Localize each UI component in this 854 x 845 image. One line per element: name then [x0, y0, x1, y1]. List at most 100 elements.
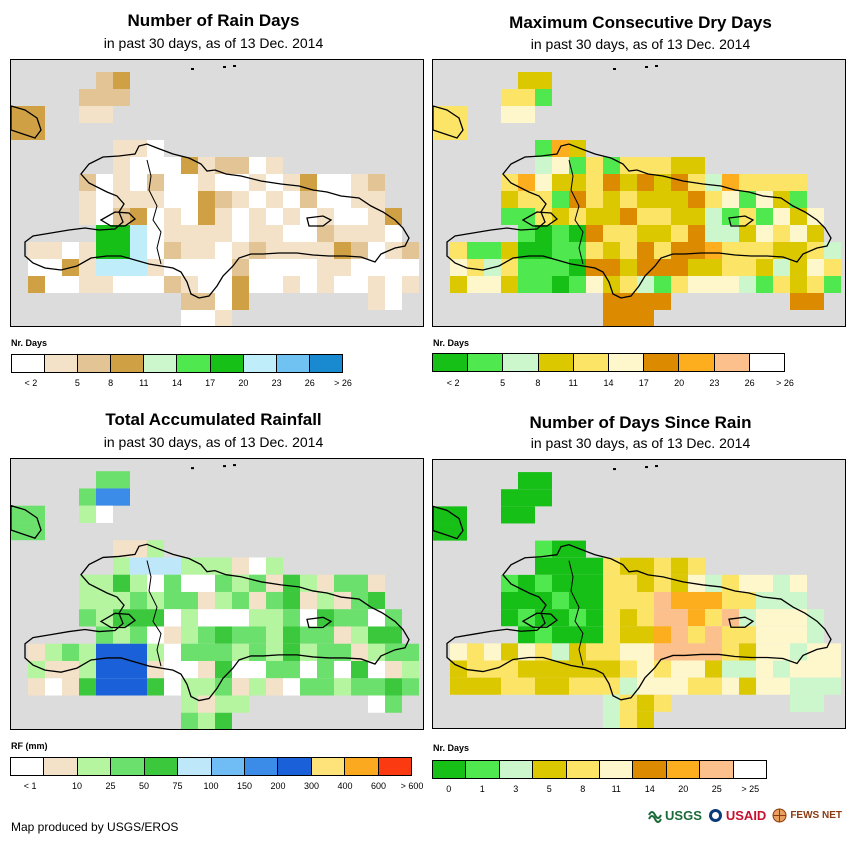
map-total-rainfall[interactable] — [10, 458, 424, 730]
legend-tick-label: 3 — [513, 784, 519, 794]
grid-cell — [586, 242, 603, 259]
grid-cell — [620, 574, 637, 592]
legend-swatch — [276, 355, 310, 372]
grid-cell — [368, 259, 385, 276]
grid-cell — [181, 157, 198, 174]
grid-cell — [368, 276, 385, 293]
grid-cell — [28, 106, 45, 123]
coastline — [521, 612, 559, 628]
grid-cell — [705, 242, 722, 259]
grid-cell — [28, 643, 45, 661]
legend-tick-label: 300 — [303, 781, 320, 791]
grid-cell — [654, 259, 671, 276]
grid-cell — [113, 140, 130, 157]
map-days-since-rain[interactable] — [432, 459, 846, 729]
grid-cell — [586, 677, 603, 695]
grid-cell — [637, 609, 654, 627]
legend-tick-label: 26 — [744, 378, 755, 388]
legend-title: Nr. Days — [433, 338, 470, 348]
grid-cell — [147, 157, 164, 174]
grid-cell — [637, 557, 654, 575]
country-border — [146, 159, 162, 265]
grid-cell — [198, 591, 215, 610]
grid-cell — [130, 678, 147, 696]
map-rain-days[interactable] — [10, 59, 424, 327]
island-outline — [24, 543, 410, 702]
grid-cell — [450, 523, 467, 541]
grid-cell — [283, 225, 300, 242]
grid-cell — [368, 660, 385, 679]
legend-tick-label: 200 — [270, 781, 286, 791]
grid-cell — [569, 557, 586, 575]
grid-cell — [283, 259, 300, 276]
grid-cell — [467, 259, 484, 276]
grid-cell — [334, 225, 351, 242]
grid-cell — [181, 660, 198, 679]
grid-cell — [368, 242, 385, 259]
grid-cell — [501, 106, 518, 123]
grid-cell — [688, 660, 705, 678]
grid-cell — [164, 208, 181, 225]
grid-cell — [45, 643, 62, 661]
grid-cell — [113, 678, 130, 696]
grid-cell — [113, 540, 130, 558]
panel-title: Total Accumulated Rainfall — [105, 410, 322, 429]
grid-cell — [637, 174, 654, 191]
grid-cell — [198, 259, 215, 276]
grid-cell — [535, 157, 552, 174]
grid-cell — [552, 174, 569, 191]
grid-cell — [198, 626, 215, 644]
grid-cell — [79, 660, 96, 679]
grid-cell — [569, 677, 586, 695]
grid-cell — [266, 191, 283, 208]
grid-cell — [402, 276, 419, 293]
grid-cell — [164, 174, 181, 191]
grid-cell — [620, 293, 637, 310]
grid-cell — [552, 626, 569, 644]
grid-cell — [96, 643, 113, 661]
grid-cell — [688, 643, 705, 661]
grid-cell — [688, 276, 705, 293]
grid-cell — [552, 140, 569, 157]
grid-cell — [385, 695, 402, 713]
country-border — [568, 560, 584, 666]
grid-cell — [249, 191, 266, 208]
grid-cell — [147, 609, 164, 627]
grid-cell — [671, 557, 688, 575]
grid-cell — [62, 242, 79, 259]
grid-cell — [215, 695, 232, 713]
grid-cell — [368, 574, 385, 592]
grid-cell — [45, 660, 62, 679]
legend-swatch — [345, 758, 379, 775]
grid-cell — [215, 574, 232, 592]
map-dry-days[interactable] — [432, 59, 846, 327]
grid-cell — [28, 259, 45, 276]
grid-cell — [164, 609, 181, 627]
country-border — [146, 560, 162, 667]
grid-cell — [351, 660, 368, 679]
grid-cell — [317, 660, 334, 679]
coastline — [728, 616, 755, 628]
grid-cell — [300, 609, 317, 627]
grid-cell — [300, 225, 317, 242]
legend-tick-label: 5 — [546, 784, 552, 794]
grid-cell — [790, 591, 807, 610]
grid-cell — [603, 660, 620, 678]
grid-cell — [334, 208, 351, 225]
grid-cell — [96, 242, 113, 259]
grid-cell — [232, 574, 249, 592]
grid-cell — [569, 660, 586, 678]
grid-cell — [113, 557, 130, 575]
grid-cell — [705, 660, 722, 678]
grid-cell — [756, 225, 773, 242]
grid-cell — [249, 225, 266, 242]
grid-cell — [283, 242, 300, 259]
grid-cell — [569, 157, 586, 174]
grid-cell — [654, 626, 671, 644]
grid-cell — [535, 89, 552, 106]
grid-cell — [181, 591, 198, 610]
grid-cell — [552, 660, 569, 678]
grid-cell — [671, 191, 688, 208]
grid-cell — [773, 626, 790, 644]
grid-cell — [637, 225, 654, 242]
